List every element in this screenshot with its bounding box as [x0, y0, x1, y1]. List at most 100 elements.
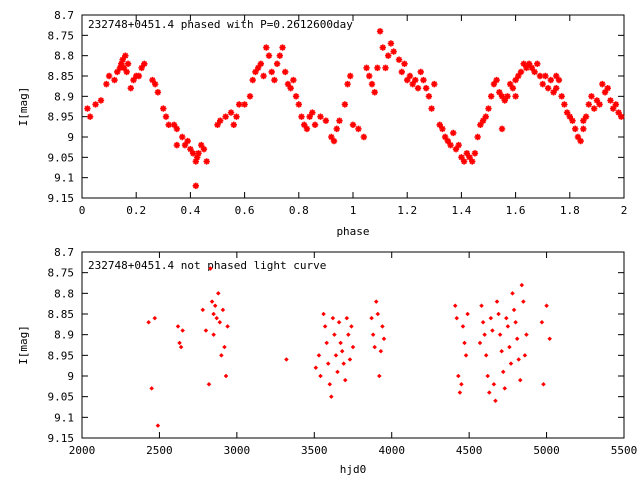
data-point: [138, 64, 145, 72]
data-point: [596, 101, 603, 108]
data-point: [265, 52, 273, 59]
data-point: [436, 121, 443, 128]
data-point: [123, 68, 130, 76]
data-point: [105, 72, 113, 80]
data-point: [246, 93, 254, 100]
data-point: [344, 315, 350, 321]
data-point: [373, 299, 379, 304]
x-tick-label: 0.4: [180, 204, 200, 217]
data-point: [349, 324, 354, 329]
data-point: [460, 324, 466, 329]
data-point: [322, 117, 330, 124]
data-point: [558, 93, 565, 100]
x-tick-label: 5000: [533, 444, 560, 457]
data-point: [333, 352, 339, 358]
data-point: [381, 336, 387, 342]
data-point: [531, 68, 538, 76]
y-axis-label: I[mag]: [17, 87, 30, 127]
data-point: [230, 121, 237, 128]
data-point: [455, 141, 462, 149]
data-point: [517, 68, 525, 76]
y-tick-label: 8.75: [48, 29, 75, 42]
data-point: [455, 373, 461, 379]
data-point: [178, 344, 184, 350]
data-point: [539, 319, 545, 325]
data-point: [547, 76, 555, 84]
data-point: [155, 423, 161, 428]
data-point: [539, 80, 546, 88]
data-point: [290, 76, 297, 84]
data-point: [459, 381, 464, 387]
data-point: [480, 319, 486, 325]
data-point: [111, 76, 118, 84]
data-point: [372, 344, 378, 350]
data-point: [580, 125, 587, 133]
y-tick-label: 9.1: [54, 172, 74, 185]
y-tick-label: 8.9: [54, 90, 74, 103]
data-point: [574, 133, 582, 141]
x-tick-label: 1.2: [397, 204, 417, 217]
data-point: [580, 117, 587, 124]
data-point: [200, 307, 206, 313]
data-point: [268, 68, 275, 76]
data-point: [431, 80, 438, 88]
data-point: [414, 85, 422, 92]
data-point: [203, 328, 209, 333]
y-tick-label: 8.8: [54, 50, 74, 63]
data-point: [463, 352, 469, 358]
data-point: [428, 105, 435, 112]
data-point: [469, 158, 476, 165]
data-point: [122, 52, 129, 59]
x-tick-label: 3500: [301, 444, 328, 457]
data-point: [607, 97, 614, 104]
data-point: [599, 80, 606, 88]
data-point: [588, 93, 595, 100]
data-point: [485, 105, 492, 112]
data-point: [295, 101, 302, 108]
data-point: [378, 348, 384, 354]
data-point: [252, 68, 259, 76]
data-point: [152, 315, 158, 321]
data-point: [219, 352, 224, 358]
x-tick-label: 1.6: [506, 204, 526, 217]
data-point: [404, 76, 411, 84]
data-point: [222, 344, 227, 350]
data-point: [501, 97, 508, 104]
data-point: [462, 340, 467, 346]
data-point: [536, 72, 544, 80]
data-point: [500, 369, 506, 375]
x-tick-label: 0.2: [126, 204, 146, 217]
data-point: [528, 64, 536, 72]
chart-title: 232748+0451.4 not phased light curve: [88, 259, 326, 272]
x-tick-label: 2500: [146, 444, 173, 457]
data-point: [498, 93, 506, 100]
data-point: [165, 121, 172, 128]
data-point: [577, 137, 584, 145]
data-point: [477, 340, 483, 346]
data-point: [336, 319, 342, 325]
data-point: [502, 386, 508, 391]
data-point: [590, 105, 598, 112]
data-point: [328, 133, 335, 141]
x-tick-label: 0: [79, 204, 86, 217]
data-point: [173, 125, 181, 133]
data-point: [257, 60, 265, 67]
data-point: [189, 150, 197, 157]
x-tick-label: 0.6: [235, 204, 255, 217]
data-point: [192, 158, 200, 165]
data-point: [306, 113, 313, 120]
data-point: [572, 125, 579, 133]
data-point: [514, 336, 520, 342]
data-point: [114, 68, 121, 76]
data-point: [385, 52, 392, 59]
data-point: [103, 80, 110, 88]
data-point: [333, 125, 340, 133]
data-point: [309, 109, 316, 116]
data-point: [390, 48, 397, 55]
data-point: [332, 332, 337, 338]
data-point: [550, 89, 557, 96]
x-tick-label: 0.8: [289, 204, 309, 217]
data-point: [504, 93, 511, 100]
data-point: [417, 68, 424, 76]
